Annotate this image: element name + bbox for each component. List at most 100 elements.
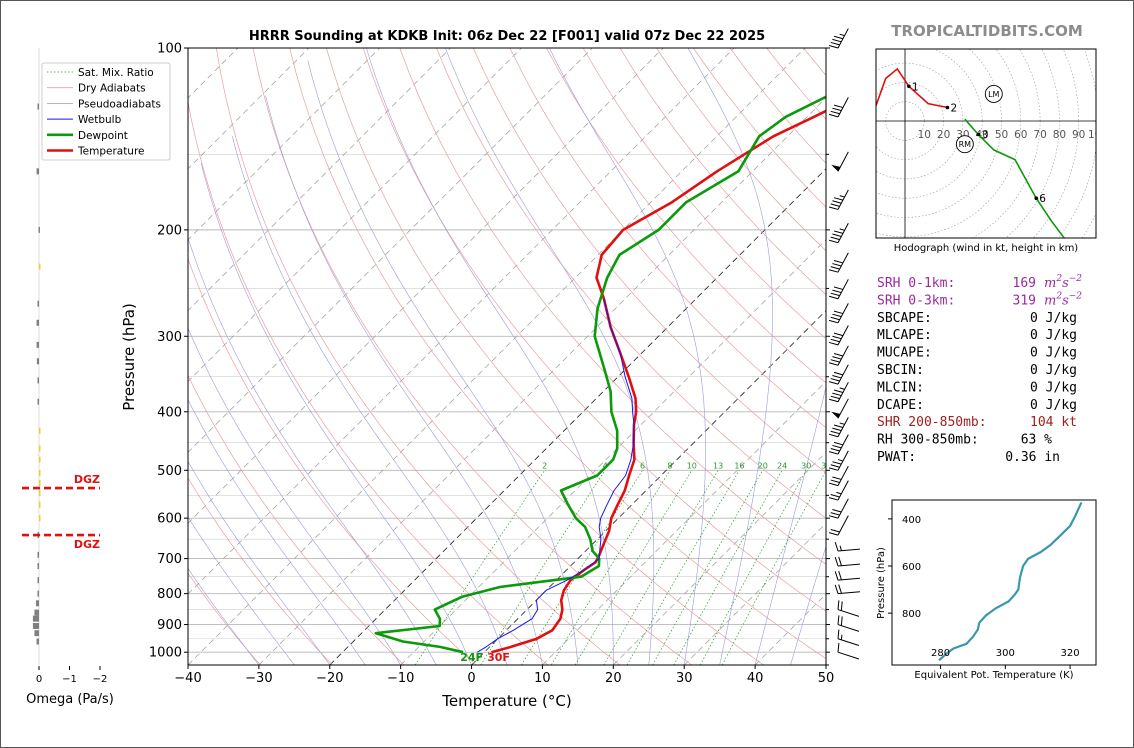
- stat-label: RH 300-850mb:: [877, 433, 979, 448]
- x-tick-label: 50: [818, 671, 835, 686]
- hodograph-height-label: 6: [1039, 193, 1046, 205]
- omega-bar: [38, 226, 40, 233]
- legend-label: Dry Adiabats: [78, 83, 146, 95]
- omega-tick-label: −2: [93, 674, 108, 685]
- x-tick-label: 30: [676, 671, 693, 686]
- theta-e-y-label: Pressure (hPa): [876, 547, 887, 619]
- x-tick-label: −40: [174, 671, 201, 686]
- dry-adiabat: [399, 48, 826, 565]
- omega-bar: [36, 358, 39, 365]
- mixing-ratio-line: [721, 470, 826, 665]
- y-tick-label: 1000: [149, 646, 182, 661]
- hodograph-height-dot: [907, 84, 911, 89]
- stat-label: SRH 0-1km:: [877, 276, 955, 291]
- hodograph-ring-label: 80: [1053, 129, 1066, 141]
- omega-bar: [39, 445, 41, 452]
- stat-value: 0 J/kg: [1030, 346, 1077, 361]
- wind-barb: [828, 345, 849, 366]
- legend-label: Pseudoadiabats: [78, 98, 161, 110]
- hodograph-trace: [1098, 275, 1121, 287]
- isotherm-line: [400, 239, 826, 665]
- theta-e-frame: [891, 499, 1097, 666]
- wind-barb: [834, 556, 860, 567]
- omega-bar: [39, 456, 41, 463]
- wind-barb: [834, 542, 860, 552]
- theta-e-y-tick-label: 800: [902, 609, 921, 620]
- wind-barb: [828, 480, 849, 501]
- wind-barb: [828, 252, 849, 273]
- wind-barb: [828, 325, 849, 346]
- dry-adiabat: [362, 48, 826, 612]
- wind-barbs: [828, 28, 860, 660]
- theta-e-panel: 280 300 320 400 600 800: [888, 499, 1097, 669]
- dry-adiabat: [582, 48, 826, 340]
- dry-adiabat: [188, 100, 549, 665]
- stat-value: 0 J/kg: [1030, 311, 1077, 326]
- omega-bar: [36, 319, 39, 326]
- dry-adiabat: [188, 257, 477, 665]
- hodograph-height-dot: [1081, 260, 1085, 264]
- legend-label: Wetbulb: [78, 114, 122, 126]
- x-tick-label: 40: [747, 671, 764, 686]
- hodograph-height-dot: [976, 132, 981, 137]
- brand-watermark: TROPICALTIDBITS.COM: [891, 22, 1083, 40]
- y-tick-label: 600: [157, 512, 182, 527]
- omega-bar: [32, 615, 39, 622]
- storm-motion-label: LM: [988, 90, 999, 99]
- stat-value: 0.36 in: [1005, 450, 1060, 465]
- omega-tick-label: −1: [62, 674, 77, 685]
- x-tick-label: 0: [467, 671, 475, 686]
- isotherm-line: [683, 522, 826, 665]
- legend-label: Temperature: [77, 146, 145, 158]
- omega-panel: 0 −1 −2 DGZ DGZ: [22, 48, 107, 685]
- wind-barb: [834, 570, 860, 581]
- omega-bar: [39, 515, 41, 522]
- isotherm-line: [613, 451, 826, 665]
- y-tick-label: 300: [157, 330, 182, 345]
- hodograph-caption: Hodograph (wind in kt, height in km): [894, 243, 1079, 254]
- moist-adiabat: [188, 327, 401, 665]
- mixing-ratio-line: [414, 470, 545, 665]
- stat-unit: m2s−2: [1044, 274, 1082, 291]
- moist-adiabat: [307, 60, 579, 665]
- isotherm-line: [329, 168, 826, 665]
- omega-bar: [35, 600, 39, 607]
- theta-e-x-tick-label: 300: [996, 648, 1015, 659]
- y-tick-label: 100: [157, 42, 182, 57]
- mixing-ratio-label: 36: [821, 461, 831, 470]
- hodograph-height-label: 9: [1085, 257, 1092, 269]
- theta-e-profile: [938, 501, 1083, 662]
- wind-barb: [837, 615, 860, 632]
- y-tick-label: 200: [157, 223, 182, 238]
- theta-e-x-label: Equivalent Pot. Temperature (K): [914, 670, 1073, 681]
- stat-label: SBCIN:: [877, 363, 924, 378]
- y-tick-label: 500: [157, 464, 182, 479]
- dry-adiabat: [546, 48, 826, 384]
- hodograph-ring-label: 70: [1033, 129, 1046, 141]
- isotherm-line: [258, 97, 826, 665]
- wind-barb: [828, 223, 849, 244]
- mixing-ratio-line: [699, 470, 807, 665]
- wind-barb: [834, 584, 860, 595]
- stat-label: MUCAPE:: [877, 346, 932, 361]
- storm-motion-label: RM: [959, 140, 972, 149]
- hodograph-height-dot: [1034, 196, 1039, 200]
- moist-adiabat: [188, 460, 331, 665]
- stat-value: 169: [1013, 276, 1036, 291]
- x-tick-label: 20: [605, 671, 622, 686]
- hodograph-ring-label: 50: [995, 129, 1008, 141]
- stat-value: 0 J/kg: [1030, 328, 1077, 343]
- dry-adiabat: [188, 374, 405, 665]
- mixing-ratio-label: 8: [667, 461, 672, 470]
- isotherm-line: [188, 48, 806, 665]
- mixing-ratio-line: [480, 470, 606, 665]
- moist-adiabat: [754, 385, 826, 665]
- skewt-axes: −40 −30 −20 −10 0 10 20 30 40 50 100 200 300 400 500 60…: [149, 42, 834, 687]
- surface-dewpoint-label: 24F: [460, 651, 483, 664]
- isotherm-line: [471, 309, 826, 665]
- wind-barb: [828, 434, 849, 455]
- y-tick-label: 700: [157, 552, 182, 567]
- stat-value: 104 kt: [1030, 415, 1077, 430]
- isotherm-line: [188, 48, 735, 595]
- dry-adiabat: [188, 572, 261, 665]
